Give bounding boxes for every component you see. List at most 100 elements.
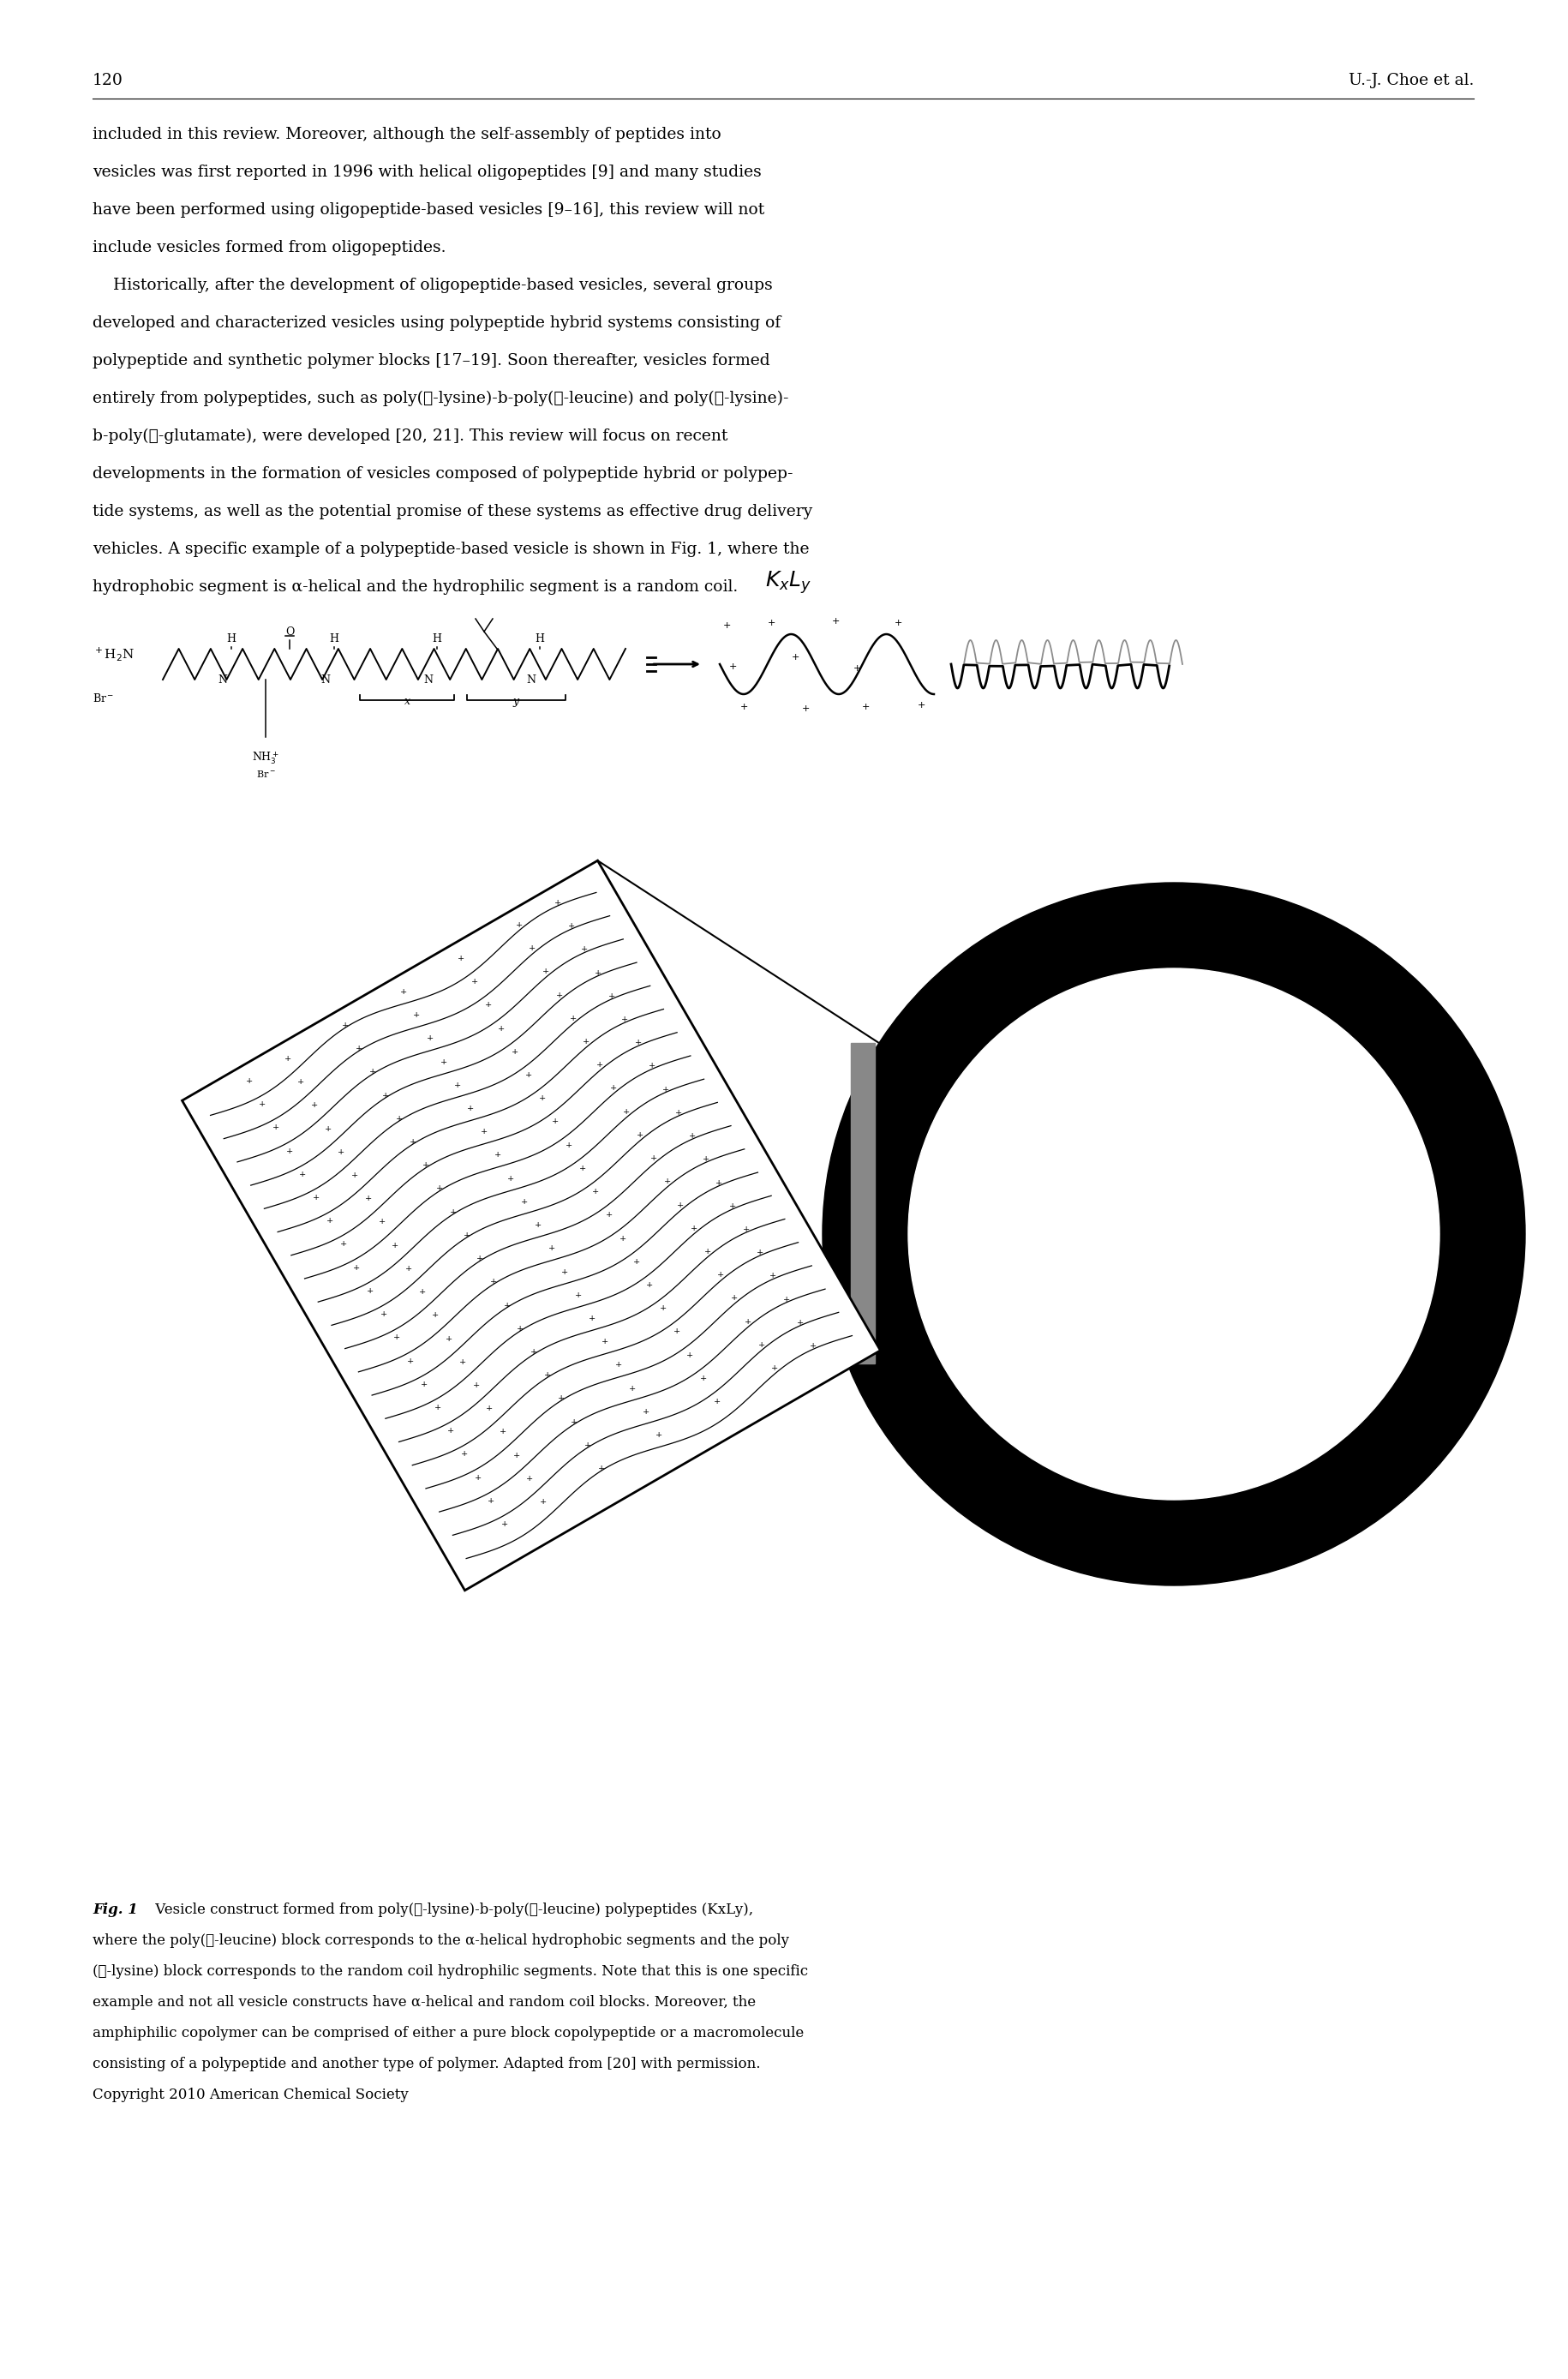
Text: +: + bbox=[488, 1496, 494, 1506]
Text: +: + bbox=[702, 1156, 709, 1163]
Text: +: + bbox=[602, 1337, 608, 1347]
Text: +: + bbox=[729, 1201, 735, 1211]
Text: +: + bbox=[474, 1473, 481, 1482]
Text: +: + bbox=[555, 992, 563, 999]
Text: polypeptide and synthetic polymer blocks [17–19]. Soon thereafter, vesicles form: polypeptide and synthetic polymer blocks… bbox=[93, 352, 770, 369]
Text: +: + bbox=[530, 1349, 538, 1356]
Text: +: + bbox=[605, 1211, 613, 1218]
Text: N: N bbox=[218, 673, 227, 685]
Text: +: + bbox=[422, 1161, 430, 1168]
Text: +: + bbox=[594, 968, 601, 978]
Text: +: + bbox=[728, 661, 737, 671]
Text: (ℓ-lysine) block corresponds to the random coil hydrophilic segments. Note that : (ℓ-lysine) block corresponds to the rand… bbox=[93, 1965, 808, 1979]
Text: +: + bbox=[649, 1154, 657, 1163]
Text: +: + bbox=[610, 1085, 616, 1092]
Text: +: + bbox=[745, 1318, 751, 1325]
Text: +: + bbox=[677, 1201, 684, 1209]
Text: Copyright 2010 American Chemical Society: Copyright 2010 American Chemical Society bbox=[93, 2089, 408, 2103]
Text: included in this review. Moreover, although the self-assembly of peptides into: included in this review. Moreover, altho… bbox=[93, 126, 721, 143]
Text: +: + bbox=[646, 1282, 652, 1289]
Text: +: + bbox=[486, 1404, 492, 1413]
Text: +: + bbox=[521, 1199, 528, 1206]
Text: +: + bbox=[506, 1175, 514, 1182]
Text: +: + bbox=[561, 1268, 568, 1275]
Text: +: + bbox=[629, 1385, 635, 1392]
Text: +: + bbox=[273, 1123, 279, 1132]
Text: +: + bbox=[547, 1244, 555, 1251]
Text: NH$_3^+$: NH$_3^+$ bbox=[252, 749, 279, 766]
Text: +: + bbox=[489, 1278, 497, 1285]
Text: +: + bbox=[543, 968, 549, 975]
Text: +: + bbox=[463, 1232, 470, 1239]
Text: +: + bbox=[392, 1242, 398, 1249]
Polygon shape bbox=[182, 861, 880, 1592]
Text: amphiphilic copolymer can be comprised of either a pure block copolypeptide or a: amphiphilic copolymer can be comprised o… bbox=[93, 2027, 803, 2041]
Text: +: + bbox=[809, 1342, 817, 1349]
Text: y: y bbox=[513, 697, 519, 707]
Text: +: + bbox=[568, 923, 574, 930]
FancyBboxPatch shape bbox=[851, 1042, 875, 1363]
Text: +: + bbox=[801, 704, 809, 714]
Text: +: + bbox=[615, 1361, 622, 1368]
Text: +: + bbox=[861, 702, 869, 711]
Text: N: N bbox=[423, 673, 433, 685]
Text: +: + bbox=[557, 1394, 564, 1401]
Text: +: + bbox=[299, 1170, 306, 1178]
Text: +: + bbox=[699, 1375, 707, 1382]
Text: +: + bbox=[790, 652, 798, 661]
Text: +: + bbox=[569, 1013, 575, 1023]
Text: +: + bbox=[325, 1125, 331, 1132]
Text: +: + bbox=[356, 1044, 362, 1052]
Text: consisting of a polypeptide and another type of polymer. Adapted from [20] with : consisting of a polypeptide and another … bbox=[93, 2058, 760, 2072]
Text: +: + bbox=[739, 702, 748, 711]
Text: vehicles. A specific example of a polypeptide-based vesicle is shown in Fig. 1, : vehicles. A specific example of a polype… bbox=[93, 542, 809, 557]
Text: +: + bbox=[340, 1239, 347, 1249]
Text: +: + bbox=[511, 1047, 519, 1056]
Text: +: + bbox=[621, 1016, 629, 1023]
Text: example and not all vesicle constructs have α-helical and random coil blocks. Mo: example and not all vesicle constructs h… bbox=[93, 1996, 756, 2010]
Text: +: + bbox=[394, 1335, 400, 1342]
Text: +: + bbox=[723, 621, 731, 630]
Text: +: + bbox=[259, 1101, 267, 1109]
Text: +: + bbox=[337, 1149, 345, 1156]
Text: +: + bbox=[379, 1311, 387, 1318]
Text: developments in the formation of vesicles composed of polypeptide hybrid or poly: developments in the formation of vesicle… bbox=[93, 466, 792, 481]
Text: +: + bbox=[298, 1078, 304, 1085]
Text: +: + bbox=[715, 1180, 723, 1187]
Text: +: + bbox=[831, 616, 839, 626]
Text: hydrophobic segment is α-helical and the hydrophilic segment is a random coil.: hydrophobic segment is α-helical and the… bbox=[93, 580, 737, 595]
Text: +: + bbox=[516, 921, 522, 928]
Text: +: + bbox=[580, 944, 588, 954]
Text: +: + bbox=[622, 1109, 630, 1116]
Text: +: + bbox=[472, 1382, 480, 1389]
Text: U.-J. Choe et al.: U.-J. Choe et al. bbox=[1347, 74, 1472, 88]
Text: +: + bbox=[458, 954, 464, 963]
Text: +: + bbox=[485, 1002, 491, 1009]
Text: +: + bbox=[499, 1427, 506, 1437]
Text: +: + bbox=[713, 1399, 720, 1406]
Text: +: + bbox=[513, 1451, 519, 1458]
Text: +: + bbox=[477, 1254, 483, 1263]
Text: H: H bbox=[226, 633, 235, 645]
Text: +: + bbox=[245, 1078, 252, 1085]
Text: +: + bbox=[662, 1085, 668, 1094]
Text: +: + bbox=[378, 1218, 386, 1225]
Text: vesicles was first reported in 1996 with helical oligopeptides [9] and many stud: vesicles was first reported in 1996 with… bbox=[93, 164, 760, 181]
Text: +: + bbox=[480, 1128, 488, 1135]
Text: Br$^-$: Br$^-$ bbox=[93, 692, 114, 704]
Text: +: + bbox=[596, 1061, 604, 1068]
Text: +: + bbox=[771, 1366, 778, 1373]
Text: +: + bbox=[655, 1432, 662, 1439]
Text: +: + bbox=[441, 1059, 447, 1066]
Text: +: + bbox=[564, 1142, 572, 1149]
Text: +: + bbox=[571, 1418, 577, 1425]
Text: +: + bbox=[453, 1082, 461, 1090]
Text: +: + bbox=[365, 1194, 372, 1201]
Text: H: H bbox=[329, 633, 339, 645]
Text: +: + bbox=[687, 1351, 693, 1358]
Circle shape bbox=[908, 968, 1439, 1499]
Text: +: + bbox=[659, 1304, 666, 1313]
Text: +: + bbox=[368, 1068, 376, 1075]
Text: +: + bbox=[447, 1427, 455, 1435]
Text: +: + bbox=[608, 992, 615, 999]
